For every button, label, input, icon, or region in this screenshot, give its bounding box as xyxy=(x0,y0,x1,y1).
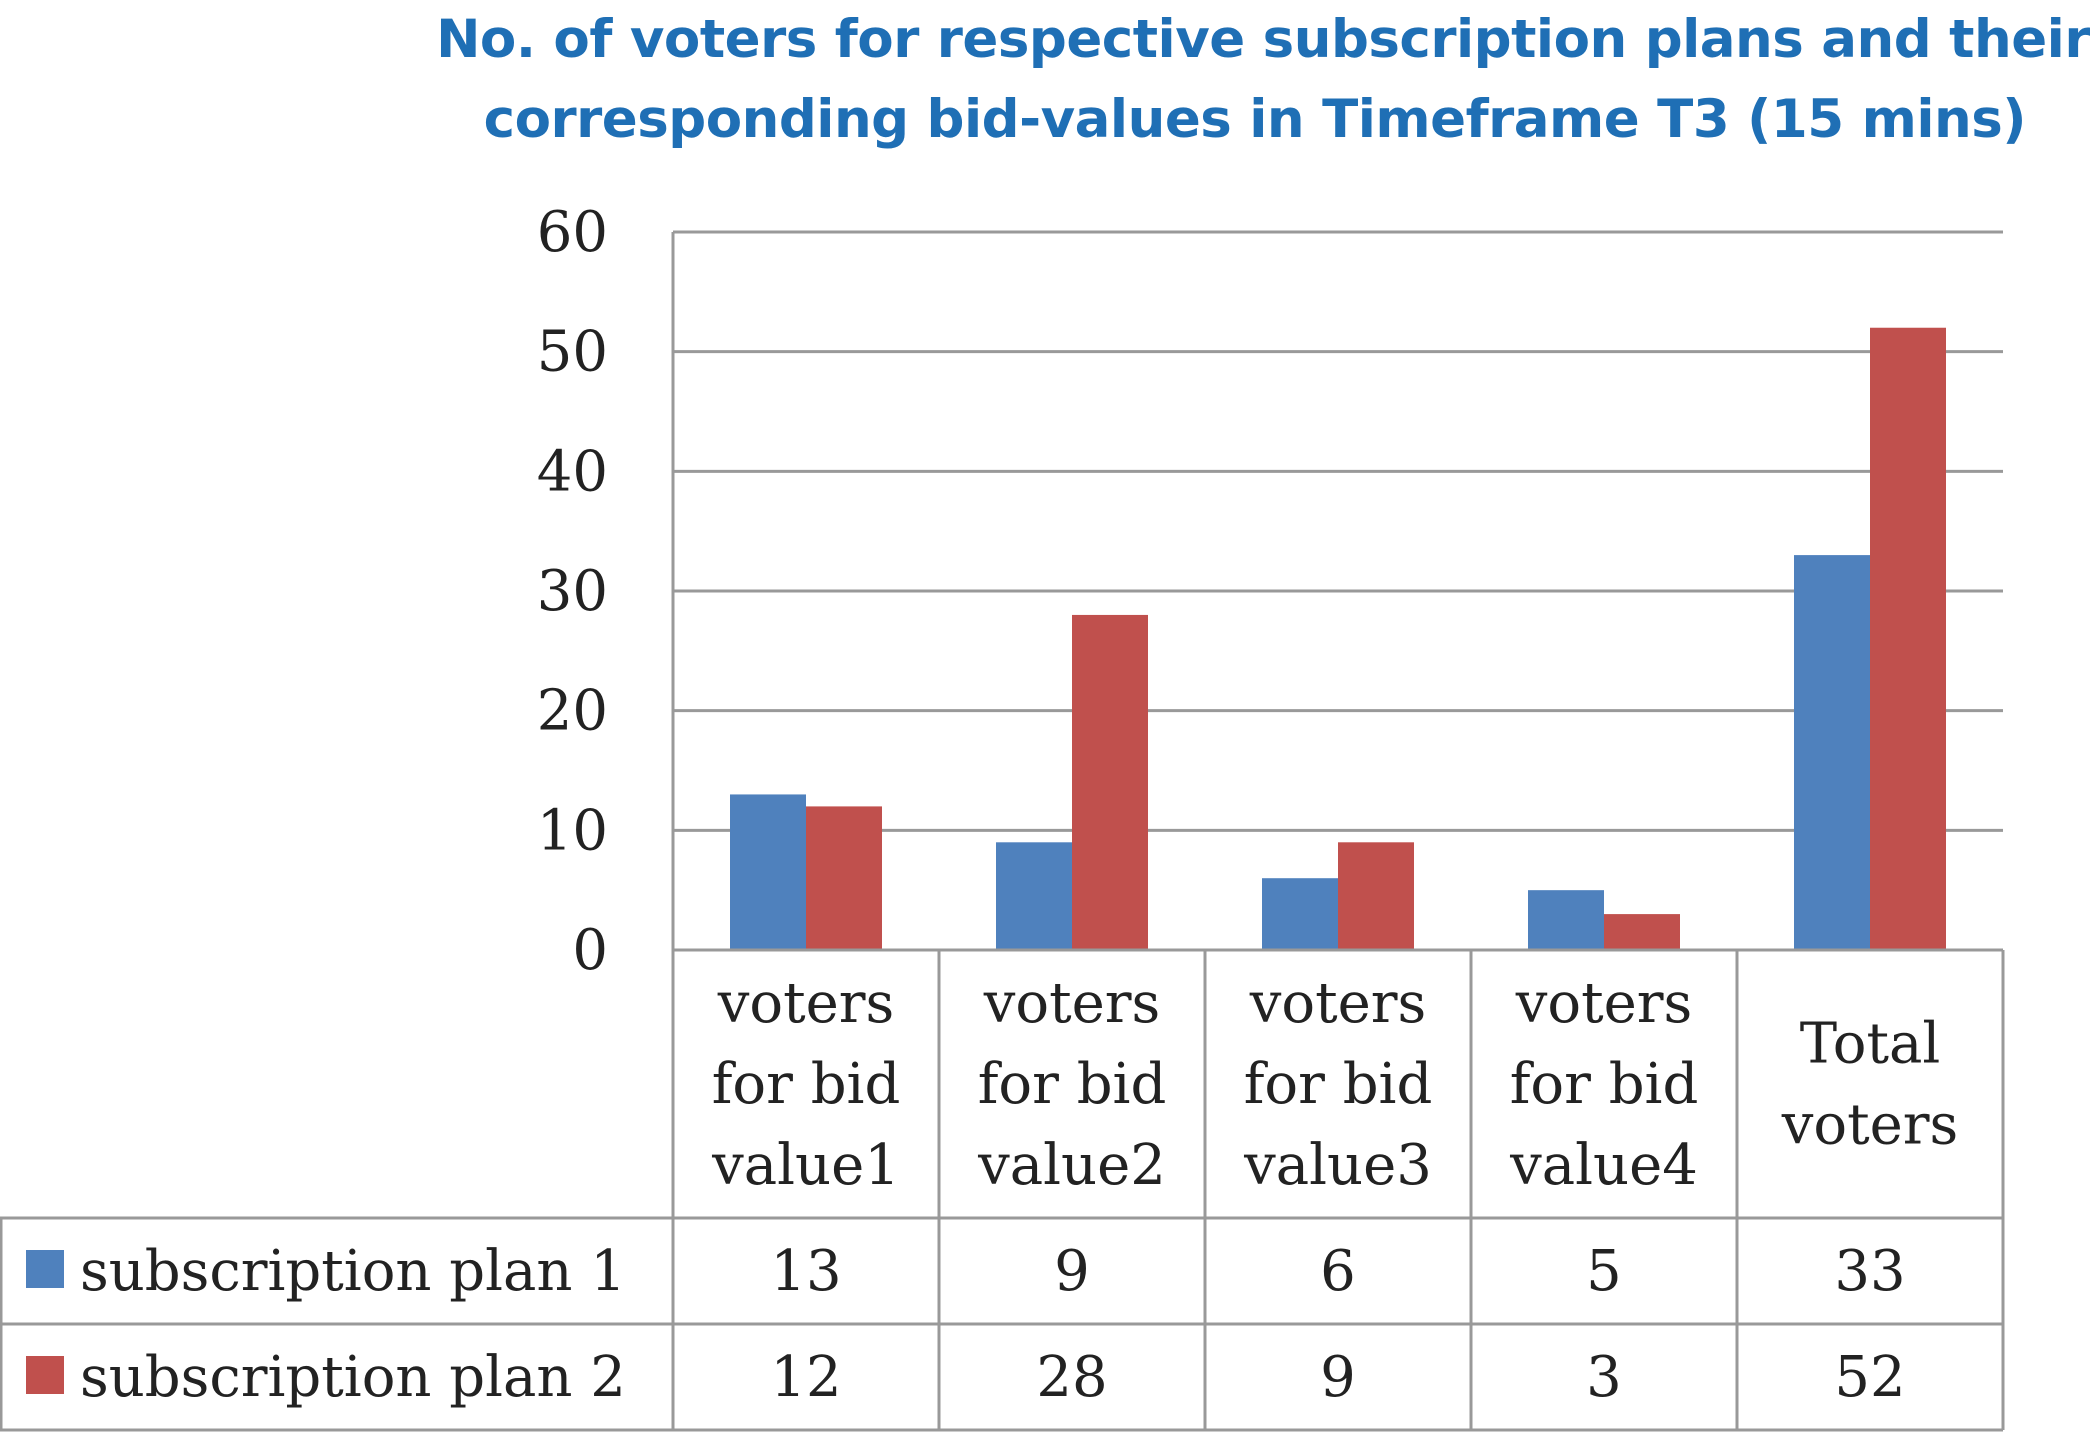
y-tick-label: 20 xyxy=(537,679,608,744)
bar-2-5 xyxy=(1870,327,1946,950)
y-tick-label: 50 xyxy=(537,320,608,385)
bar-1-1 xyxy=(730,794,806,950)
legend-key-series-2 xyxy=(26,1356,64,1394)
bar-2-1 xyxy=(806,806,882,950)
x-category-label: Total xyxy=(1800,1012,1941,1077)
x-category-label: value4 xyxy=(1509,1133,1698,1198)
bar-2-2 xyxy=(1072,614,1148,950)
bar-2-4 xyxy=(1604,914,1680,950)
data-table-value: 9 xyxy=(1320,1345,1356,1410)
y-tick-label: 60 xyxy=(537,200,608,265)
data-table-value: 28 xyxy=(1036,1345,1107,1410)
x-category-label: for bid xyxy=(712,1052,901,1117)
x-category-label: value3 xyxy=(1243,1133,1432,1198)
data-table-value: 13 xyxy=(770,1239,841,1304)
chart-title-line-2: corresponding bid-values in Timeframe T3… xyxy=(483,89,2027,150)
bar-2-3 xyxy=(1338,842,1414,950)
x-category-label: voters xyxy=(1515,971,1693,1036)
x-category-label: for bid xyxy=(1510,1052,1699,1117)
chart-title: No. of voters for respective subscriptio… xyxy=(0,0,2090,160)
x-category-label: voters xyxy=(983,971,1161,1036)
data-table-value: 6 xyxy=(1320,1239,1356,1304)
y-tick-label: 0 xyxy=(572,918,608,983)
y-tick-label: 40 xyxy=(537,439,608,504)
x-category-label: for bid xyxy=(1244,1052,1433,1117)
data-table-value: 9 xyxy=(1054,1239,1090,1304)
x-category-label: for bid xyxy=(978,1052,1167,1117)
y-tick-label: 30 xyxy=(537,559,608,624)
x-category-label: voters xyxy=(1781,1093,1959,1158)
data-table-value: 3 xyxy=(1586,1345,1622,1410)
data-table-value: 5 xyxy=(1586,1239,1622,1304)
bar-1-5 xyxy=(1794,555,1870,950)
data-table-value: 33 xyxy=(1834,1239,1905,1304)
x-category-label: voters xyxy=(717,971,895,1036)
legend-label-series-2: subscription plan 2 xyxy=(80,1345,626,1410)
y-tick-label: 10 xyxy=(537,798,608,863)
x-category-label: voters xyxy=(1249,971,1427,1036)
bar-1-4 xyxy=(1528,890,1604,950)
bar-1-3 xyxy=(1262,878,1338,950)
data-table-value: 52 xyxy=(1834,1345,1905,1410)
legend-label-series-1: subscription plan 1 xyxy=(80,1239,626,1304)
legend-key-series-1 xyxy=(26,1250,64,1288)
x-category-label: value1 xyxy=(711,1133,900,1198)
x-category-label: value2 xyxy=(977,1133,1166,1198)
chart-title-line-1: No. of voters for respective subscriptio… xyxy=(436,9,2090,70)
bar-1-2 xyxy=(996,842,1072,950)
data-table-value: 12 xyxy=(770,1345,841,1410)
